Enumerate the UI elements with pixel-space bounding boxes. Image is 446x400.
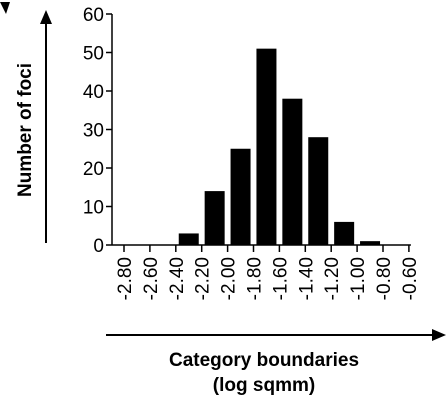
x-tick-label: -2.00 (219, 257, 240, 300)
x-axis-title-line2: (log sqmm) (213, 375, 315, 396)
y-tick-label: 10 (83, 198, 104, 219)
y-tick-label: 50 (83, 44, 104, 65)
x-tick-label: -1.60 (270, 257, 291, 300)
x-tick-label: -2.80 (115, 257, 136, 300)
x-tick-label: -2.40 (167, 257, 188, 300)
bar (204, 191, 225, 245)
x-tick-label: -2.20 (193, 257, 214, 300)
bar (308, 137, 329, 245)
y-axis-title: Number of foci (15, 63, 36, 197)
x-axis-title: Category boundaries (169, 350, 359, 371)
bar (282, 98, 303, 245)
y-title-arrow-head (40, 10, 52, 24)
x-title-arrow-head (432, 329, 446, 341)
x-tick-label: -1.00 (348, 257, 369, 300)
y-ticks: 0 10 20 30 40 50 60 (83, 5, 112, 257)
y-tick-label: 40 (83, 82, 104, 103)
x-tick-label: -1.80 (245, 257, 266, 300)
bar (178, 233, 199, 245)
y-tick-label: 20 (83, 159, 104, 180)
x-tick-label: -1.20 (322, 257, 343, 300)
bars (178, 48, 381, 246)
y-tick-label: 60 (83, 5, 104, 26)
y-tick-label: 0 (93, 236, 104, 257)
x-ticks: -2.80 -2.60 -2.40 -2.20 -2.00 -1.80 -1.60 -1.40… (115, 245, 421, 300)
bar (230, 148, 251, 245)
bar (334, 221, 355, 245)
y-tick-label: 30 (83, 121, 104, 142)
x-tick-label: -2.60 (141, 257, 162, 300)
x-tick-label: -0.60 (400, 257, 421, 300)
bar (360, 241, 381, 245)
bar (256, 48, 277, 246)
x-tick-label: -1.40 (296, 257, 317, 300)
corner-mark (0, 2, 10, 14)
x-tick-label: -0.80 (374, 257, 395, 300)
